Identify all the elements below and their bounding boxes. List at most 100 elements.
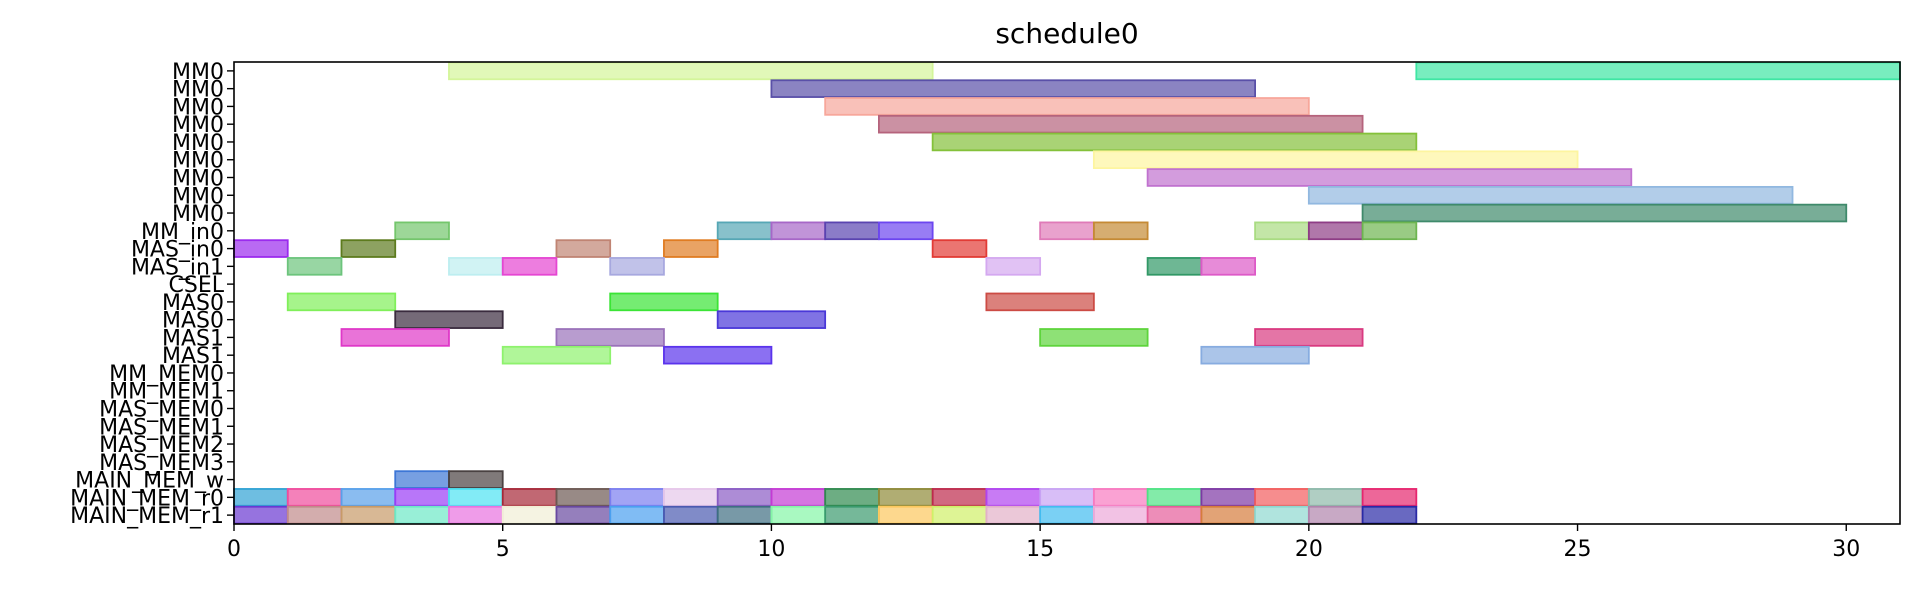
x-tick-label: 15	[1026, 537, 1054, 562]
task-bar	[985, 488, 1042, 507]
task-bar	[1254, 505, 1310, 525]
row-label: MM_in0	[141, 220, 224, 245]
task-bar	[394, 488, 450, 507]
task-bar	[340, 328, 450, 347]
task-bar	[286, 257, 343, 276]
task-bar	[555, 239, 612, 258]
row-label: MAIN_MEM_w	[75, 469, 224, 494]
task-bar	[501, 505, 558, 525]
task-bar	[286, 505, 343, 525]
task-bar	[824, 97, 1310, 116]
task-bar	[985, 505, 1042, 525]
task-bar	[824, 488, 880, 507]
task-bar	[985, 257, 1042, 276]
task-bar	[1361, 203, 1848, 223]
row-labels: MM0MM0MM0MM0MM0MM0MM0MM0MM0MM_in0MAS_in0…	[70, 60, 234, 529]
x-axis-ticks: 0 5 10 15 20 25 30	[227, 524, 1860, 562]
row-label: MAS_MEM2	[99, 433, 224, 458]
task-bar	[233, 239, 289, 258]
row-label: MM0	[172, 167, 224, 192]
task-bar	[609, 505, 665, 525]
task-bar	[394, 505, 450, 525]
task-bar	[1307, 488, 1364, 507]
task-bar	[716, 505, 773, 525]
task-bar	[716, 221, 773, 241]
task-bar	[1039, 488, 1095, 507]
task-bar	[501, 488, 558, 507]
task-bar	[1146, 257, 1203, 276]
task-bar	[1254, 328, 1364, 347]
task-bar	[931, 505, 988, 525]
row-label: MM0	[172, 60, 224, 85]
task-bar	[1200, 488, 1256, 507]
task-bar	[555, 328, 665, 347]
row-label: MAS0	[162, 309, 224, 334]
row-label: MM0	[172, 95, 224, 120]
task-bar	[286, 292, 397, 312]
task-bar	[824, 221, 880, 241]
task-bar	[1039, 328, 1149, 347]
task-bar	[1200, 505, 1256, 525]
row-label: MAS_MEM0	[99, 398, 224, 423]
task-bar	[1092, 150, 1579, 170]
row-label: MM0	[172, 149, 224, 174]
task-bar	[716, 310, 827, 329]
row-label: MAIN_MEM_r1	[70, 504, 224, 529]
task-bar	[448, 61, 934, 81]
x-tick-label: 5	[496, 537, 510, 562]
task-bar	[931, 132, 1418, 152]
row-label: MM_MEM0	[109, 362, 224, 387]
row-label: CSEL	[169, 273, 225, 298]
task-bar	[770, 488, 827, 507]
task-bar	[448, 488, 504, 507]
plot-frame	[233, 61, 1901, 525]
task-bar	[985, 292, 1095, 312]
task-bar	[663, 488, 719, 507]
row-label: MAS_in0	[131, 238, 224, 263]
task-bar	[1146, 488, 1203, 507]
x-tick-label: 25	[1564, 537, 1592, 562]
row-label: MM0	[172, 78, 224, 103]
task-bar	[1039, 505, 1095, 525]
task-bar	[1092, 221, 1149, 241]
task-bar	[1039, 221, 1095, 241]
task-bar	[233, 488, 289, 507]
row-label: MM0	[172, 113, 224, 138]
row-label: MAS1	[162, 326, 224, 351]
x-tick-label: 0	[227, 537, 241, 562]
task-bar	[1307, 185, 1794, 205]
task-bar	[394, 310, 504, 329]
task-bar	[1146, 168, 1633, 187]
task-bar	[824, 505, 880, 525]
task-bar	[770, 79, 1256, 98]
row-label: MM0	[172, 202, 224, 227]
row-label: MM0	[172, 131, 224, 156]
task-bar	[609, 257, 665, 276]
task-bar	[394, 470, 450, 489]
task-bar	[931, 239, 988, 258]
task-bar	[1361, 221, 1418, 241]
task-bars	[233, 61, 1901, 525]
task-bar	[340, 239, 397, 258]
task-bar	[1307, 221, 1364, 241]
row-label: MAS0	[162, 291, 224, 316]
task-bar	[340, 488, 397, 507]
task-bar	[663, 345, 773, 365]
task-bar	[1254, 488, 1310, 507]
chart-title: schedule0	[995, 17, 1138, 50]
task-bar	[233, 505, 289, 525]
task-bar	[1415, 61, 1901, 81]
row-label: MM0	[172, 184, 224, 209]
task-bar	[878, 221, 934, 241]
task-bar	[501, 257, 558, 276]
row-label: MAIN_MEM_r0	[70, 486, 224, 511]
task-bar	[878, 505, 934, 525]
task-bar	[555, 488, 612, 507]
task-bar	[770, 221, 827, 241]
task-bar	[1361, 488, 1418, 507]
task-bar	[1146, 505, 1203, 525]
task-bar	[1200, 345, 1310, 365]
task-bar	[609, 292, 719, 312]
x-tick-label: 20	[1295, 537, 1323, 562]
